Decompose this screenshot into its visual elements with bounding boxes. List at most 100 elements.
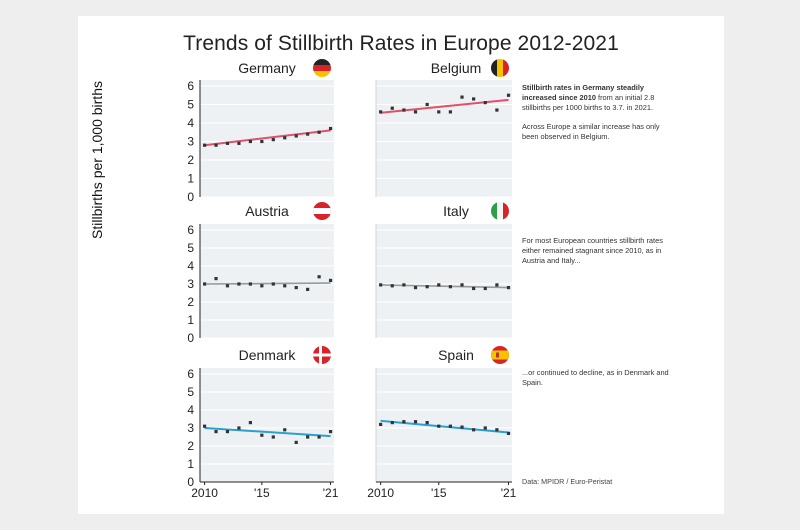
y-tick-label: 2	[187, 153, 194, 167]
flag-stripe	[497, 59, 503, 77]
spain-flag-icon	[491, 346, 509, 364]
panel-title: Denmark	[239, 347, 297, 363]
data-point	[413, 110, 418, 114]
data-point	[202, 282, 207, 286]
data-point	[271, 138, 275, 142]
data-point	[413, 420, 418, 424]
flag-stripe	[503, 59, 509, 77]
flag-stripe	[491, 350, 509, 360]
data-point	[402, 108, 406, 112]
data-point	[413, 286, 418, 290]
data-point	[237, 426, 241, 430]
panel-belgium: Belgium	[375, 59, 512, 198]
data-point	[390, 284, 394, 288]
data-point	[390, 106, 394, 110]
panel-denmark: 0 1 2 3 4 5 6 2010 '15 '21 Denmark	[187, 346, 339, 500]
source-credit: Data: MPIDR / Euro-Peristat	[522, 477, 613, 486]
denmark-flag-icon	[313, 346, 331, 364]
data-point	[248, 139, 252, 144]
data-point	[472, 97, 476, 101]
data-point	[248, 282, 252, 286]
panel-background	[200, 224, 334, 338]
data-point	[317, 435, 321, 439]
austria-flag-icon	[313, 202, 331, 220]
y-tick-label: 4	[187, 403, 194, 417]
data-point	[425, 285, 429, 289]
data-point	[379, 110, 383, 114]
data-point	[483, 101, 487, 105]
data-point	[483, 426, 487, 430]
y-tick-label: 2	[187, 439, 194, 453]
flag-stripe	[491, 202, 497, 220]
data-point	[214, 143, 218, 147]
data-point	[294, 440, 298, 444]
y-tick-label: 5	[187, 241, 194, 255]
panel-germany: 0 1 2 3 4 5 6 Germany	[187, 59, 334, 204]
data-point	[306, 132, 310, 136]
note-decline-text: ...or continued to decline, as in Denmar…	[522, 368, 669, 387]
y-tick-label: 4	[187, 259, 194, 273]
flag-stripe	[313, 65, 331, 71]
y-tick-label: 0	[187, 190, 194, 204]
flag-stripe	[313, 71, 331, 77]
panel-title: Germany	[238, 60, 296, 76]
data-point	[260, 284, 264, 288]
y-tick-label: 6	[187, 223, 194, 237]
data-point	[448, 285, 452, 289]
note-belgium: Across Europe a similar increase has onl…	[522, 122, 660, 141]
flag-emblem	[496, 352, 499, 358]
data-point	[225, 141, 230, 145]
data-point	[237, 282, 241, 286]
panel-title: Belgium	[431, 60, 482, 76]
panel-background	[376, 80, 512, 197]
data-point	[495, 283, 499, 287]
data-point	[460, 95, 464, 99]
italy-flag-icon	[491, 202, 509, 220]
y-tick-label: 5	[187, 385, 194, 399]
note-increase-bold: Stillbirth rates in Germany steadily inc…	[522, 83, 644, 102]
data-point	[402, 420, 406, 424]
germany-flag-icon	[313, 59, 331, 77]
data-point	[460, 283, 464, 287]
data-point	[248, 421, 252, 425]
data-point	[437, 110, 441, 114]
data-point	[460, 425, 464, 429]
panel-background	[376, 224, 512, 338]
x-tick-label: '15	[254, 486, 270, 500]
flag-cross	[313, 353, 331, 357]
x-tick-label: 2010	[367, 486, 394, 500]
x-tick-label: '21	[501, 486, 517, 500]
note-stagnant-text: For most European countries stillbirth r…	[522, 236, 663, 265]
data-point	[283, 284, 287, 288]
panel-title: Italy	[443, 203, 469, 219]
flag-stripe	[491, 59, 497, 77]
data-point	[390, 421, 394, 425]
y-tick-label: 1	[187, 313, 194, 327]
data-point	[225, 430, 230, 434]
data-point	[271, 282, 275, 286]
data-point	[506, 431, 511, 435]
y-tick-label: 6	[187, 367, 194, 381]
data-point	[506, 286, 511, 290]
x-tick-label: '21	[323, 486, 339, 500]
data-point	[495, 428, 499, 432]
data-point	[495, 108, 499, 112]
data-point	[306, 435, 310, 439]
y-tick-label: 3	[187, 135, 194, 149]
y-tick-label: 4	[187, 116, 194, 130]
note-stagnant: For most European countries stillbirth r…	[522, 236, 672, 275]
data-point	[260, 433, 264, 437]
data-point	[294, 134, 298, 138]
flag-stripe	[313, 208, 331, 214]
y-tick-label: 6	[187, 79, 194, 93]
panel-background	[200, 368, 334, 482]
x-tick-label: '15	[431, 486, 447, 500]
trend-line-increase	[380, 98, 509, 114]
trend-line-stagnant	[204, 282, 331, 285]
data-point	[328, 126, 333, 131]
data-point	[202, 424, 207, 428]
data-point	[214, 277, 218, 281]
data-point	[214, 430, 218, 434]
y-tick-label: 1	[187, 457, 194, 471]
data-point	[425, 421, 429, 425]
